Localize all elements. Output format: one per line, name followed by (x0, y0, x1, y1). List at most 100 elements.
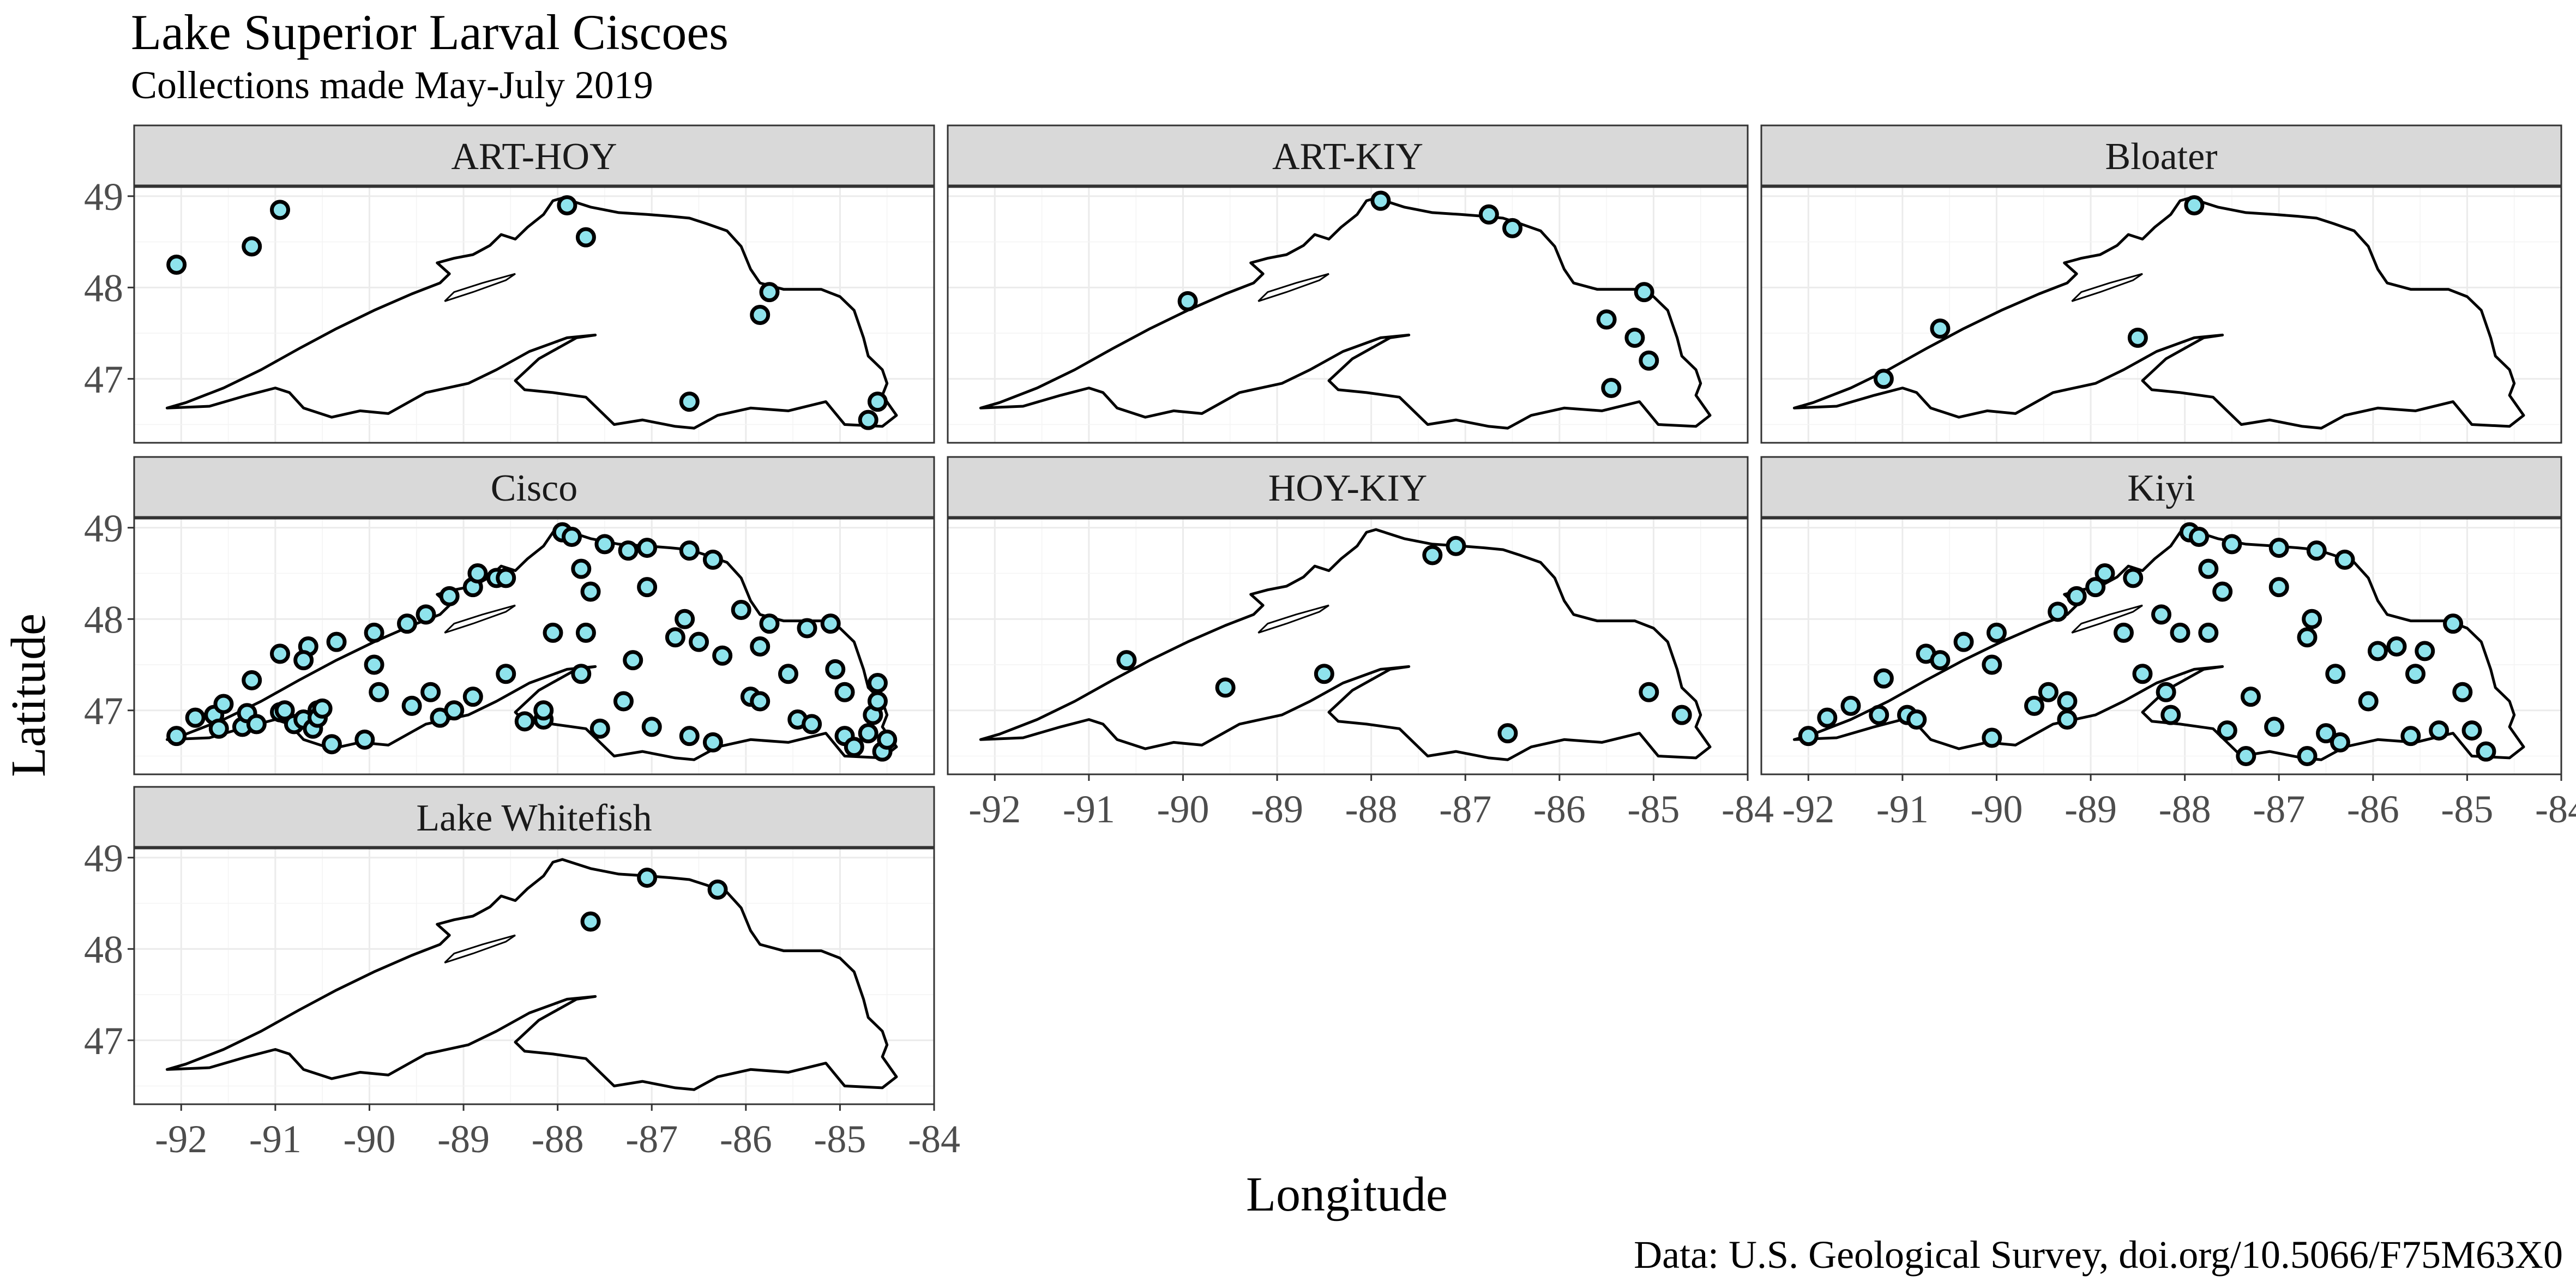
sample-point (557, 195, 577, 215)
sample-point (1639, 350, 1659, 371)
sample-point (1930, 318, 1951, 339)
sample-point (2358, 691, 2379, 712)
sample-point (750, 691, 771, 712)
sample-point (1986, 622, 2007, 643)
isle-royale-outline (1257, 604, 1329, 634)
sample-point (533, 700, 554, 721)
y-axis-title: Latitude (2, 613, 56, 777)
sample-point (1982, 654, 2002, 675)
sample-point (679, 540, 700, 561)
lake-superior-outline (1792, 196, 2525, 430)
sample-point (1370, 190, 1391, 211)
isle-royale-outline (444, 604, 516, 634)
panel-border (947, 517, 1749, 775)
sample-point (2160, 705, 2181, 725)
sample-point (641, 717, 662, 737)
sample-point (416, 604, 436, 625)
sample-point (444, 700, 465, 721)
x-tick-label: -85 (2441, 787, 2493, 831)
sample-point (321, 734, 342, 755)
sample-point (759, 613, 780, 634)
isle-royale-outline (444, 934, 516, 964)
facet-strip (947, 124, 1749, 186)
x-tick-label: -91 (249, 1117, 302, 1161)
sample-points (1873, 195, 2205, 389)
sample-point (543, 622, 563, 643)
sample-point (1873, 668, 1894, 689)
sample-point (2325, 664, 2346, 684)
sample-point (2198, 622, 2219, 643)
sample-point (2156, 682, 2176, 702)
x-tick-label: -89 (437, 1117, 490, 1161)
x-tick-label: -85 (1627, 787, 1680, 831)
sample-point (825, 659, 846, 679)
sample-point (689, 631, 709, 652)
sample-point (858, 723, 878, 744)
facet-strip-label: Kiyi (2127, 467, 2195, 509)
x-axis-tick-labels: -92 -91 -90 -89 -88 -87 -86 -85 -84 -92 -91 -90 -89-… (155, 774, 2576, 1161)
sample-point (2297, 746, 2318, 766)
facet-strip-label: Lake Whitefish (416, 797, 652, 839)
chart-caption: Data: U.S. Geological Survey, doi.org/10… (1634, 1233, 2563, 1277)
sample-points (166, 522, 898, 762)
sample-point (834, 682, 855, 702)
sample-point (750, 636, 771, 657)
x-tick-label: -91 (1063, 787, 1115, 831)
sample-point (208, 718, 229, 739)
y-tick-label: 49 (84, 175, 123, 219)
sample-point (420, 682, 441, 702)
sample-point (844, 737, 864, 757)
lake-superior-outline (165, 858, 898, 1091)
sample-point (580, 911, 601, 932)
y-tick-label: 47 (84, 689, 123, 733)
sample-point (562, 527, 582, 547)
sample-point (571, 664, 592, 684)
sample-point (877, 729, 898, 750)
facet-strip (133, 456, 935, 518)
facet-panel-hoy-kiy: HOY-KIY (947, 456, 1749, 775)
lake-superior-outline (165, 196, 898, 430)
facet-strip (133, 786, 935, 848)
sample-point (1215, 677, 1236, 698)
sample-point (1906, 709, 1927, 730)
sample-points (1798, 522, 2496, 766)
sample-point (2066, 586, 2087, 606)
sample-point (1624, 327, 1645, 348)
x-tick-label: -84 (2535, 787, 2576, 831)
sample-point (270, 200, 291, 220)
sample-point (439, 586, 460, 606)
sample-point (623, 650, 643, 671)
y-tick-label: 48 (84, 928, 123, 971)
sample-point (665, 627, 685, 648)
sample-point (364, 654, 384, 675)
sample-point (246, 714, 267, 735)
sample-point (2367, 641, 2388, 661)
sample-point (1873, 369, 1894, 389)
sample-point (637, 868, 658, 888)
sample-point (2170, 622, 2190, 643)
facet-panel-art-kiy: ART-KIY (947, 124, 1749, 444)
sample-point (618, 540, 639, 561)
sample-point (312, 698, 333, 719)
panel-border (133, 186, 935, 444)
sample-point (326, 631, 347, 652)
sample-point (2132, 664, 2153, 684)
x-tick-label: -85 (814, 1117, 866, 1161)
sample-points (1177, 190, 1659, 398)
panel-border (133, 517, 935, 775)
x-tick-label: -91 (1876, 787, 1929, 831)
isle-royale-outline (2071, 604, 2143, 634)
x-tick-label: -92 (968, 787, 1021, 831)
sample-point (594, 534, 615, 555)
sample-point (514, 711, 535, 732)
panel-border (133, 847, 935, 1105)
x-axis-title: Longitude (1246, 1167, 1448, 1221)
sample-point (462, 687, 483, 707)
sample-point (1601, 378, 1622, 398)
x-tick-label: -89 (2065, 787, 2117, 831)
sample-point (2452, 682, 2473, 702)
sample-point (802, 714, 822, 735)
sample-point (2334, 549, 2355, 570)
x-tick-label: -87 (625, 1117, 678, 1161)
